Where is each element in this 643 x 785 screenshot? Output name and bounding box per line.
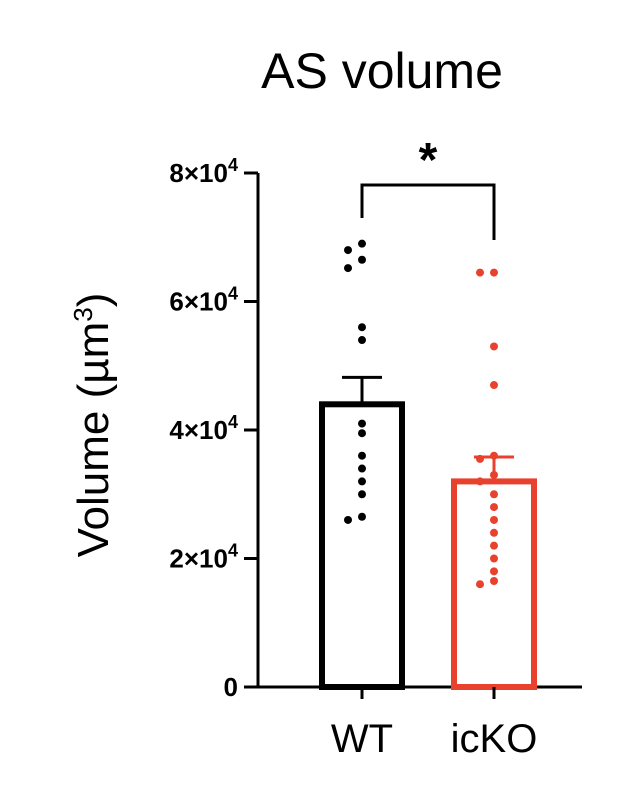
data-point-WT xyxy=(358,323,366,332)
data-point-icKO xyxy=(490,576,498,585)
y-tick-label: 8×104 xyxy=(169,155,238,188)
data-point-icKO xyxy=(490,567,498,576)
y-tick-label: 6×104 xyxy=(169,284,238,317)
data-point-WT xyxy=(344,515,352,524)
data-point-icKO xyxy=(490,554,498,563)
data-point-WT xyxy=(358,464,366,473)
data-point-WT xyxy=(358,336,366,345)
y-tick-mantissa: 6×10 xyxy=(169,287,228,317)
data-point-WT xyxy=(358,512,366,521)
data-point-WT xyxy=(358,451,366,460)
data-point-WT xyxy=(344,264,352,273)
data-point-icKO xyxy=(490,268,498,277)
data-point-icKO xyxy=(476,477,484,486)
data-point-WT xyxy=(358,429,366,438)
data-point-WT xyxy=(358,419,366,428)
y-tick-mantissa: 2×10 xyxy=(169,544,228,574)
data-point-icKO xyxy=(490,381,498,390)
y-tick-mantissa: 0 xyxy=(224,672,238,702)
chart-title: AS volume xyxy=(261,43,503,99)
y-tick-exponent: 4 xyxy=(228,412,238,432)
significance-marker: * xyxy=(419,134,438,187)
x-tick-label-WT: WT xyxy=(331,717,393,761)
data-point-icKO xyxy=(490,541,498,550)
y-tick-label: 4×104 xyxy=(169,412,238,445)
data-point-WT xyxy=(358,490,366,499)
x-tick-label-icKO: icKO xyxy=(451,717,538,761)
data-point-icKO xyxy=(490,490,498,499)
y-axis-label-close: ) xyxy=(69,293,118,308)
data-point-WT xyxy=(344,246,352,255)
significance-bracket xyxy=(360,183,496,240)
y-tick-exponent: 4 xyxy=(228,541,238,561)
data-point-icKO xyxy=(490,515,498,524)
y-tick-exponent: 4 xyxy=(228,155,238,175)
data-point-icKO xyxy=(476,454,484,463)
y-tick-mantissa: 4×10 xyxy=(169,415,228,445)
y-axis-label-sup: 3 xyxy=(68,307,98,321)
data-point-icKO xyxy=(490,503,498,512)
data-point-icKO xyxy=(490,528,498,537)
y-tick-label: 0 xyxy=(224,672,238,702)
data-point-icKO xyxy=(490,470,498,479)
data-point-icKO xyxy=(476,268,484,277)
data-point-icKO xyxy=(490,451,498,460)
y-axis-label-main: Volume (µm xyxy=(69,322,118,558)
y-tick-label: 2×104 xyxy=(169,541,238,574)
data-point-icKO xyxy=(490,342,498,351)
data-point-WT xyxy=(358,255,366,264)
data-point-WT xyxy=(358,477,366,486)
bar-WT xyxy=(319,401,405,690)
y-axis-label: Volume (µm3) xyxy=(68,293,118,558)
data-point-icKO xyxy=(476,580,484,589)
y-tick-exponent: 4 xyxy=(228,284,238,304)
data-point-WT xyxy=(358,239,366,248)
y-tick-mantissa: 8×10 xyxy=(169,158,228,188)
